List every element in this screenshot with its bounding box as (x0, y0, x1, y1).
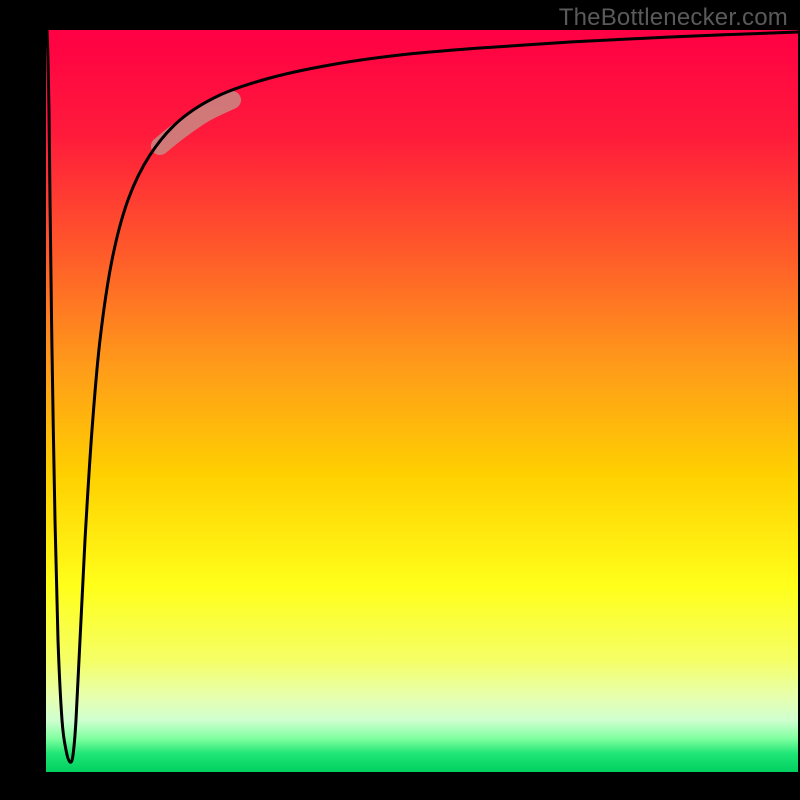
bottleneck-chart (0, 0, 800, 800)
chart-stage: TheBottlenecker.com (0, 0, 800, 800)
watermark-text: TheBottlenecker.com (559, 4, 788, 32)
